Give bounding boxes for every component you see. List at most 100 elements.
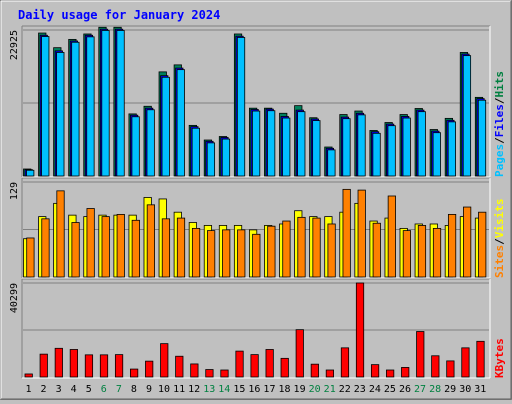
bar-kbytes-day-5 (84, 354, 94, 378)
legend: Sites/Visits (493, 199, 506, 279)
x-tick-label-day-19: 19 (294, 384, 306, 395)
bar-pages-day-23 (357, 114, 366, 177)
bar-kbytes-day-15 (235, 350, 244, 378)
bar-pages-day-11 (176, 69, 185, 177)
bar-kbytes-day-26 (401, 367, 410, 378)
bar-sites-day-14 (222, 229, 231, 278)
panel-kbytes: 40299 KBytes (9, 278, 506, 379)
bar-pages-day-14 (221, 138, 231, 177)
bar-sites-day-2 (41, 218, 50, 278)
bar-kbytes-day-24 (370, 364, 380, 378)
x-tick-label-day-20: 20 (309, 384, 321, 395)
bar-pages-day-6 (101, 30, 110, 177)
bar-kbytes-day-21 (325, 369, 335, 378)
bar-pages-day-16 (251, 110, 261, 177)
bar-pages-day-26 (402, 117, 411, 177)
bar-sites-day-9 (146, 204, 155, 278)
x-tick-label-day-12: 12 (188, 384, 200, 395)
legend-separator: / (493, 137, 506, 144)
bar-kbytes-day-22 (340, 347, 350, 378)
bar-kbytes-day-8 (130, 368, 139, 378)
legend-separator: / (493, 97, 506, 104)
bar-sites-day-25 (387, 195, 396, 278)
x-tick-label-day-27: 27 (414, 384, 426, 395)
bar-kbytes-day-18 (280, 357, 289, 378)
bar-kbytes-day-16 (250, 354, 259, 378)
x-tick-label-day-1: 1 (25, 384, 31, 395)
x-tick-label-day-17: 17 (263, 384, 275, 395)
chart-title: Daily usage for January 2024 (18, 8, 220, 22)
bar-sites-day-4 (71, 222, 80, 278)
bar-kbytes-day-27 (416, 331, 425, 378)
bar-pages-day-1 (26, 169, 35, 177)
legend-entry-sites: Sites (493, 245, 506, 278)
x-tick-label-day-15: 15 (233, 384, 245, 395)
bar-sites-day-20 (312, 217, 321, 278)
x-tick-label-day-5: 5 (86, 384, 92, 395)
bar-pages-day-28 (432, 132, 441, 177)
bar-sites-day-23 (357, 189, 366, 278)
bar-pages-day-10 (161, 76, 170, 177)
x-tick-label-day-11: 11 (173, 384, 185, 395)
bar-sites-day-16 (252, 233, 261, 278)
bar-sites-day-19 (297, 216, 306, 278)
panel-visits-sites: 129 Sites/Visits (9, 177, 506, 279)
bar-sites-day-29 (447, 214, 457, 278)
bar-pages-day-18 (282, 117, 291, 177)
bar-sites-day-15 (237, 229, 246, 278)
bar-kbytes-day-23 (355, 282, 365, 378)
bar-pages-day-4 (71, 41, 80, 177)
panel-hits-files-pages: 22925 Pages/Files/Hits (9, 25, 506, 178)
bar-sites-day-31 (478, 211, 487, 278)
y-axis-max-label: 22925 (9, 30, 20, 60)
bar-sites-day-24 (372, 222, 381, 278)
x-tick-label-day-8: 8 (131, 384, 137, 395)
bar-kbytes-day-20 (310, 363, 319, 378)
x-axis-day-labels: 1 2 3 4 5 6 7 8 9 10 11 12 13 14 15 16 17 18 19 20 21 22 23 24 2… (25, 384, 486, 395)
bar-sites-day-6 (101, 216, 110, 278)
bar-kbytes-day-19 (295, 329, 304, 378)
x-tick-label-day-31: 31 (474, 384, 486, 395)
bar-pages-day-5 (86, 36, 95, 177)
legend-entry-hits: Hits (493, 71, 506, 98)
bar-sites-day-3 (56, 190, 65, 278)
bar-sites-day-28 (432, 227, 442, 278)
x-tick-label-day-18: 18 (278, 384, 290, 395)
bar-pages-day-9 (146, 109, 155, 177)
bar-sites-day-22 (342, 188, 351, 278)
x-tick-label-day-9: 9 (146, 384, 152, 395)
bar-kbytes-day-3 (54, 347, 63, 378)
x-tick-label-day-3: 3 (56, 384, 62, 395)
x-tick-label-day-6: 6 (101, 384, 107, 395)
x-tick-label-day-28: 28 (429, 384, 441, 395)
bar-sites-day-26 (402, 230, 412, 278)
x-tick-label-day-24: 24 (369, 384, 381, 395)
bar-kbytes-day-7 (114, 354, 124, 378)
bar-sites-day-30 (463, 206, 472, 278)
bar-sites-day-27 (417, 225, 427, 278)
bar-kbytes-day-1 (24, 373, 33, 378)
bar-pages-day-19 (297, 111, 306, 177)
legend: Pages/Files/Hits (493, 71, 506, 177)
bar-kbytes-day-2 (39, 353, 48, 378)
bar-sites-day-12 (191, 227, 201, 278)
bar-sites-day-7 (116, 214, 125, 278)
x-tick-label-day-10: 10 (158, 384, 170, 395)
x-tick-label-day-26: 26 (399, 384, 411, 395)
x-tick-label-day-29: 29 (444, 384, 456, 395)
bar-sites-day-10 (161, 218, 171, 278)
bar-pages-day-27 (417, 111, 426, 177)
x-tick-label-day-7: 7 (116, 384, 122, 395)
bar-kbytes-day-17 (265, 349, 274, 378)
legend: KBytes (493, 338, 506, 378)
legend-entry-kbytes: KBytes (493, 338, 506, 378)
bar-sites-day-8 (131, 219, 140, 278)
bar-kbytes-day-4 (69, 349, 78, 378)
legend-separator: / (493, 238, 506, 245)
bar-kbytes-day-11 (175, 355, 184, 378)
bar-kbytes-day-25 (386, 369, 395, 378)
bar-pages-day-7 (116, 30, 125, 177)
bar-sites-day-21 (327, 223, 336, 278)
